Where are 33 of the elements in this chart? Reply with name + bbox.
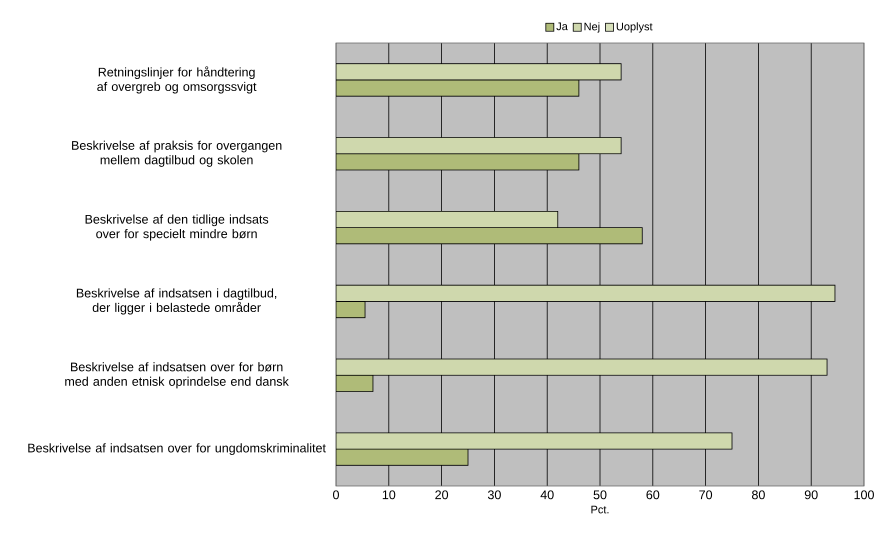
legend-label: Nej — [584, 22, 600, 33]
y-tick-label: Beskrivelse af indsatsen over for børn med anden etnisk oprindelse end dansk — [65, 362, 289, 388]
x-tick-label: 20 — [435, 490, 448, 500]
x-tick-label: 100 — [854, 490, 874, 500]
y-tick-label: Beskrivelse af indsatsen i dagtilbud, der ligger i belastede områder — [76, 288, 276, 314]
bar — [336, 63, 622, 80]
x-axis-title: Pct. — [591, 506, 608, 514]
x-tick-label: 90 — [804, 490, 818, 500]
y-tick-label: Beskrivelse af praksis for overgangen mellem dagtilbud og skolen — [72, 140, 282, 167]
bar — [336, 374, 374, 392]
x-tick-label: 40 — [540, 490, 554, 500]
bar — [336, 227, 643, 244]
x-tick-label: 30 — [488, 490, 501, 500]
bar — [336, 137, 622, 154]
bar — [336, 210, 558, 228]
x-tick-label: 0 — [333, 490, 339, 500]
y-tick-label: Beskrivelse af den tidlige indsats over for specielt mindre børn — [86, 214, 268, 241]
bar — [336, 448, 468, 466]
bar — [336, 301, 366, 318]
bar — [336, 358, 828, 376]
bar — [336, 432, 732, 450]
x-tick-label: 60 — [646, 490, 660, 500]
bar — [336, 153, 580, 170]
y-tick-label: Retningslinjer for håndtering af overgreb og omsorgssvigt — [97, 66, 256, 94]
x-tick-label: 50 — [594, 490, 606, 500]
x-tick-label: 10 — [382, 490, 396, 500]
legend-label: Uoplyst — [616, 22, 652, 33]
y-tick-label: Beskrivelse af indsatsen over for ungdomskriminalitet — [28, 443, 326, 455]
bar — [336, 80, 580, 97]
bar — [336, 284, 836, 302]
x-tick-label: 80 — [752, 490, 765, 500]
legend-label: Ja — [556, 22, 568, 30]
x-tick-label: 70 — [699, 490, 712, 500]
